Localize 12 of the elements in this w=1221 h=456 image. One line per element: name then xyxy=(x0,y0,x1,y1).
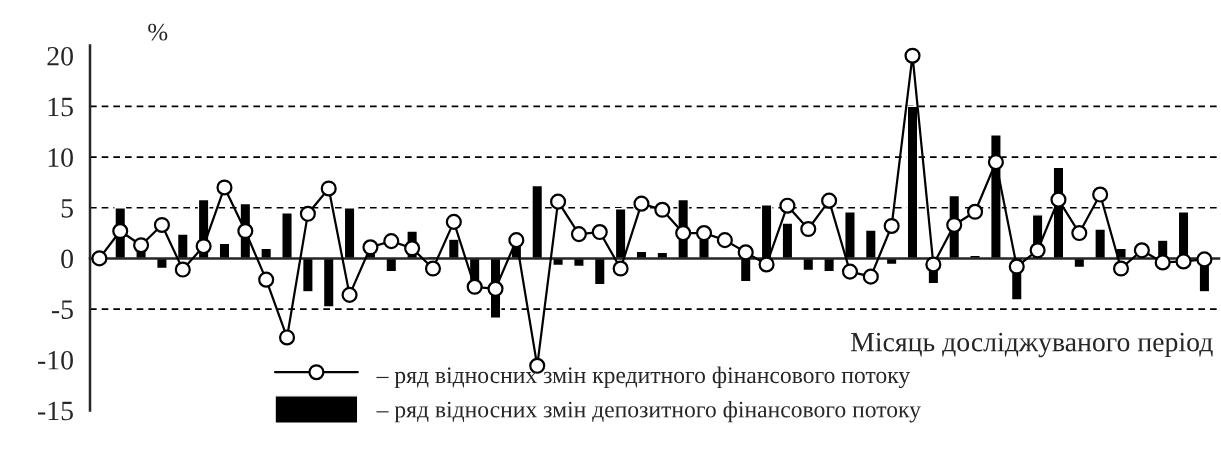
y-tick-label: 15 xyxy=(48,97,73,117)
y-axis-title: % xyxy=(148,23,168,41)
y-tick-label: 0 xyxy=(61,249,73,269)
legend-label: – ряд відносних змін кредитного фінансового потоку xyxy=(376,366,911,389)
y-tick-label: 20 xyxy=(47,46,73,66)
y-tick-label: -5 xyxy=(51,300,73,319)
legend-label: – ряд відносних змін депозитного фінансового потоку xyxy=(376,400,921,423)
y-tick-label: 5 xyxy=(61,199,73,218)
y-tick-label: -15 xyxy=(38,401,73,421)
x-axis-title: Місяць досліджуваного період xyxy=(850,332,1213,358)
y-tick-label: -10 xyxy=(38,350,73,370)
y-tick-label: 10 xyxy=(48,148,73,167)
